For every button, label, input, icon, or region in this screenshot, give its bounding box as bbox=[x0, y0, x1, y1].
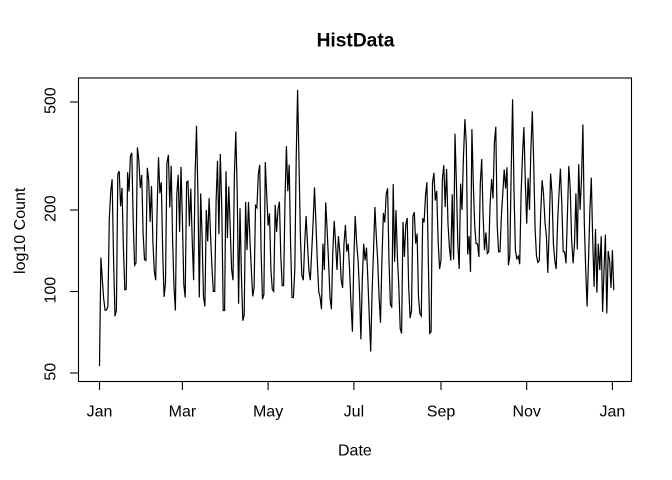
svg-text:Sep: Sep bbox=[427, 404, 456, 421]
svg-text:50: 50 bbox=[43, 363, 60, 381]
svg-text:May: May bbox=[253, 404, 283, 421]
svg-text:HistData: HistData bbox=[317, 31, 395, 52]
svg-text:Jul: Jul bbox=[344, 404, 364, 421]
svg-text:200: 200 bbox=[43, 195, 60, 222]
svg-text:Jan: Jan bbox=[600, 404, 626, 421]
svg-text:Jan: Jan bbox=[87, 404, 113, 421]
svg-text:log10 Count: log10 Count bbox=[12, 187, 29, 274]
svg-text:500: 500 bbox=[43, 87, 60, 114]
svg-text:Mar: Mar bbox=[169, 404, 197, 421]
svg-text:100: 100 bbox=[43, 277, 60, 304]
svg-text:Date: Date bbox=[338, 443, 372, 460]
svg-text:Nov: Nov bbox=[512, 404, 540, 421]
